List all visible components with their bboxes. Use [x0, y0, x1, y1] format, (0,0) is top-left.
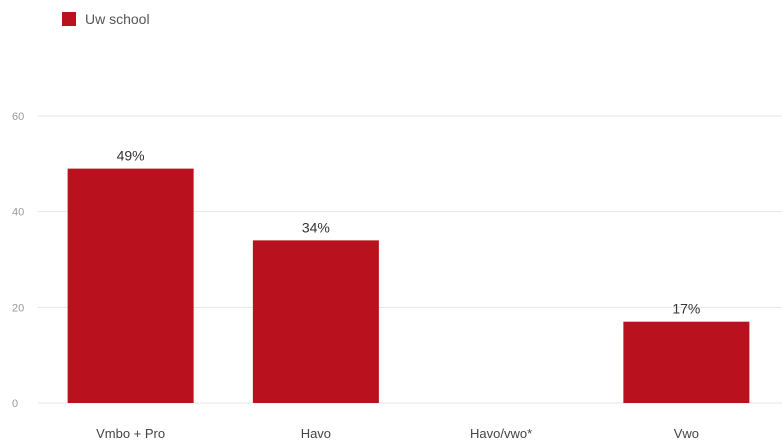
x-tick-label: Havo [301, 426, 331, 441]
legend-label: Uw school [85, 11, 150, 27]
y-tick-label: 0 [12, 398, 18, 410]
x-tick-label: Vwo [674, 426, 699, 441]
data-label: 49% [117, 148, 145, 164]
x-tick-label: Vmbo + Pro [96, 426, 165, 441]
data-label: 17% [672, 301, 700, 317]
chart-legend: Uw school [62, 9, 150, 29]
bar [67, 168, 194, 403]
bar [623, 321, 750, 403]
data-label: 34% [302, 219, 330, 235]
y-tick-label: 20 [12, 302, 24, 314]
x-tick-label: Havo/vwo* [470, 426, 532, 441]
legend-swatch [62, 12, 76, 26]
bar [252, 240, 379, 403]
y-tick-label: 40 [12, 207, 24, 219]
y-tick-label: 60 [12, 111, 24, 123]
